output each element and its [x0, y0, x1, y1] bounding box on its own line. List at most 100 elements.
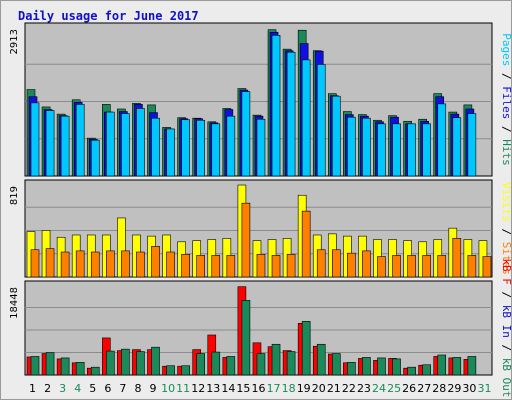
bar-pages-day-20 [316, 64, 326, 177]
x-tick-label-day-28: 28 [432, 382, 446, 395]
ylabel-part: Visits [500, 182, 512, 222]
bar-sites-day-31 [482, 256, 492, 278]
hits-files-pages-ylabel: Pages / Files / Hits [500, 33, 512, 166]
bar-pages-day-6 [106, 111, 115, 177]
x-tick-label-day-22: 22 [342, 382, 356, 395]
ylabel-part: kB F [500, 258, 512, 285]
x-tick-label-day-7: 7 [119, 382, 126, 395]
x-tick-label-day-3: 3 [59, 382, 66, 395]
bar-kb-out-day-14 [226, 356, 236, 376]
bar-kb-out-day-5 [90, 366, 100, 376]
bar-sites-day-13 [211, 255, 221, 278]
bar-kb-out-day-19 [301, 321, 311, 376]
bar-kb-out-day-22 [347, 362, 356, 376]
bar-pages-day-10 [166, 128, 175, 177]
bar-sites-day-20 [316, 249, 326, 278]
x-tick-label-day-1: 1 [29, 382, 36, 395]
x-tick-label-day-18: 18 [282, 382, 296, 395]
bar-kb-out-day-1 [30, 356, 40, 376]
bar-sites-day-25 [392, 255, 401, 278]
bar-sites-day-9 [151, 246, 160, 278]
bar-kb-out-day-30 [467, 356, 477, 376]
bar-pages-day-9 [151, 117, 160, 177]
bar-sites-day-19 [301, 210, 311, 278]
bar-pages-day-2 [45, 110, 55, 177]
bar-kb-out-day-20 [316, 343, 326, 376]
bar-sites-day-4 [75, 250, 85, 278]
bar-sites-day-21 [331, 249, 341, 278]
visits-sites-ylabel: Visits / Sites [500, 182, 512, 275]
bar-sites-day-8 [136, 251, 145, 278]
x-tick-label-day-11: 11 [176, 382, 190, 395]
bar-pages-day-3 [60, 115, 70, 177]
bar-kb-out-day-21 [331, 353, 341, 376]
ylabel-part: / [500, 338, 512, 358]
hits-files-pages-ymax-label: 2913 [9, 29, 20, 54]
bar-pages-day-21 [331, 95, 341, 177]
bar-kb-out-day-11 [181, 365, 190, 376]
x-tick-label-day-6: 6 [104, 382, 111, 395]
bar-pages-day-11 [181, 119, 190, 177]
bar-pages-day-23 [362, 117, 371, 177]
x-tick-label-day-4: 4 [74, 382, 81, 395]
x-tick-label-day-29: 29 [447, 382, 461, 395]
bar-kb-out-day-10 [166, 365, 175, 376]
bar-pages-day-29 [452, 117, 462, 177]
bar-pages-day-7 [121, 113, 130, 177]
x-tick-label-day-25: 25 [387, 382, 401, 395]
x-tick-label-day-9: 9 [150, 382, 157, 395]
kbytes-ymax-label: 18448 [9, 287, 20, 319]
bar-sites-day-27 [422, 255, 431, 278]
bar-pages-day-13 [211, 123, 221, 177]
x-tick-label-day-2: 2 [44, 382, 51, 395]
x-tick-label-day-14: 14 [221, 382, 235, 395]
bar-sites-day-1 [30, 249, 40, 278]
x-tick-label-day-8: 8 [134, 382, 141, 395]
bar-sites-day-23 [362, 250, 371, 278]
bar-kb-out-day-12 [196, 353, 206, 376]
ylabel-part: kB Out [500, 358, 512, 398]
x-tick-label-day-21: 21 [327, 382, 341, 395]
ylabel-part: Files [500, 86, 512, 119]
bar-sites-day-26 [407, 255, 416, 278]
bar-pages-day-22 [347, 116, 356, 177]
bar-sites-day-18 [286, 253, 296, 278]
bar-pages-day-14 [226, 115, 236, 177]
bar-kb-out-day-17 [271, 343, 281, 376]
bar-pages-day-18 [286, 51, 296, 177]
x-tick-label-day-31: 31 [477, 382, 491, 395]
bar-pages-day-4 [75, 104, 85, 177]
x-tick-label-day-27: 27 [417, 382, 431, 395]
ylabel-part: / [500, 222, 512, 242]
bar-pages-day-24 [377, 123, 386, 177]
ylabel-part: Pages [500, 33, 512, 66]
bar-kb-out-day-13 [211, 351, 221, 376]
x-tick-label-day-30: 30 [462, 382, 476, 395]
chart-title: Daily usage for June 2017 [18, 9, 199, 23]
x-tick-label-day-15: 15 [236, 382, 250, 395]
bar-pages-day-26 [407, 123, 416, 177]
x-tick-label-day-10: 10 [161, 382, 175, 395]
ylabel-part: / [500, 66, 512, 86]
bar-sites-day-12 [196, 255, 206, 278]
x-tick-label-day-13: 13 [206, 382, 220, 395]
bar-pages-day-25 [392, 123, 401, 177]
x-tick-label-day-23: 23 [357, 382, 371, 395]
bar-kb-out-day-3 [60, 357, 70, 376]
bar-pages-day-27 [422, 123, 431, 177]
bar-sites-day-5 [90, 251, 100, 278]
bar-sites-day-10 [166, 251, 175, 278]
bar-sites-day-16 [256, 253, 266, 278]
bar-kb-out-day-4 [75, 362, 85, 376]
bar-kb-out-day-24 [377, 357, 386, 376]
x-tick-label-day-24: 24 [372, 382, 386, 395]
bar-pages-day-8 [136, 108, 145, 177]
bar-pages-day-19 [301, 59, 311, 177]
bar-sites-day-28 [437, 255, 447, 278]
bar-sites-day-11 [181, 253, 190, 278]
bar-pages-day-28 [437, 103, 447, 177]
bar-kb-out-day-29 [452, 357, 462, 376]
bar-sites-day-17 [271, 255, 281, 278]
bar-kb-out-day-28 [437, 354, 447, 376]
x-tick-label-day-26: 26 [402, 382, 416, 395]
